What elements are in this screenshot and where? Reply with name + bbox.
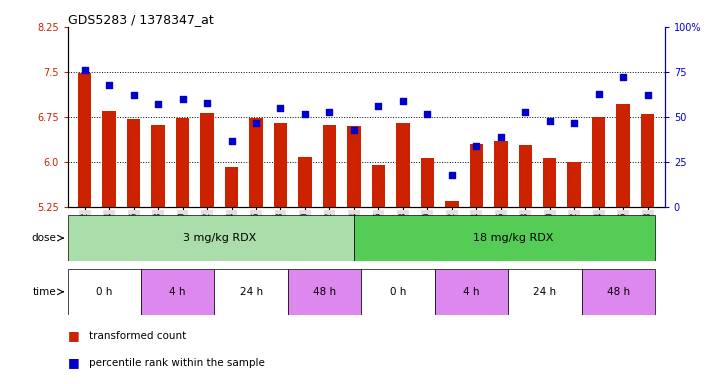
Text: ■: ■	[68, 329, 80, 343]
Bar	[641, 114, 654, 207]
Bar	[518, 146, 532, 207]
Point	[446, 172, 457, 178]
Text: 48 h: 48 h	[313, 287, 336, 297]
Bar	[201, 113, 214, 207]
Point	[79, 67, 90, 73]
Point	[495, 134, 506, 140]
Point	[422, 111, 433, 117]
Point	[324, 109, 335, 115]
Point	[373, 103, 384, 109]
Bar	[421, 158, 434, 207]
Bar	[78, 73, 92, 207]
Point	[520, 109, 531, 115]
Bar	[151, 125, 165, 207]
Bar	[434, 269, 508, 315]
Text: 4 h: 4 h	[169, 287, 186, 297]
Point	[569, 119, 580, 126]
Bar	[127, 119, 140, 207]
Bar	[215, 269, 288, 315]
Bar	[396, 123, 410, 207]
Bar	[616, 104, 630, 207]
Bar	[141, 269, 215, 315]
Bar	[582, 269, 655, 315]
Bar	[176, 118, 189, 207]
Text: time: time	[33, 287, 57, 297]
Bar	[347, 126, 360, 207]
Bar	[250, 118, 263, 207]
Point	[128, 93, 139, 99]
Bar	[494, 141, 508, 207]
Bar	[298, 157, 311, 207]
Bar	[372, 165, 385, 207]
Text: 24 h: 24 h	[240, 287, 262, 297]
Bar	[102, 111, 116, 207]
Bar	[567, 162, 581, 207]
Text: 48 h: 48 h	[606, 287, 630, 297]
Bar	[543, 158, 557, 207]
Point	[152, 101, 164, 108]
Bar	[68, 269, 141, 315]
Text: 3 mg/kg RDX: 3 mg/kg RDX	[183, 233, 256, 243]
Bar	[361, 269, 434, 315]
Text: percentile rank within the sample: percentile rank within the sample	[89, 358, 264, 368]
Text: 0 h: 0 h	[390, 287, 406, 297]
Bar	[592, 117, 606, 207]
Point	[642, 93, 653, 99]
Bar	[508, 269, 582, 315]
Point	[471, 143, 482, 149]
Bar	[469, 144, 483, 207]
Text: 4 h: 4 h	[463, 287, 480, 297]
Point	[348, 127, 360, 133]
Bar	[225, 167, 238, 207]
Point	[201, 99, 213, 106]
Point	[617, 74, 629, 81]
Bar	[354, 215, 655, 261]
Text: ■: ■	[68, 356, 80, 369]
Text: 18 mg/kg RDX: 18 mg/kg RDX	[473, 233, 553, 243]
Point	[226, 137, 237, 144]
Text: dose: dose	[32, 233, 57, 243]
Point	[177, 96, 188, 102]
Point	[250, 119, 262, 126]
Text: GDS5283 / 1378347_at: GDS5283 / 1378347_at	[68, 13, 213, 26]
Point	[593, 91, 604, 97]
Point	[275, 105, 287, 111]
Text: transformed count: transformed count	[89, 331, 186, 341]
Bar	[274, 123, 287, 207]
Point	[299, 111, 311, 117]
Text: 0 h: 0 h	[96, 287, 112, 297]
Text: 24 h: 24 h	[533, 287, 557, 297]
Bar	[68, 215, 354, 261]
Point	[544, 118, 555, 124]
Point	[104, 81, 115, 88]
Bar	[445, 201, 459, 207]
Point	[397, 98, 409, 104]
Bar	[323, 125, 336, 207]
Bar	[288, 269, 361, 315]
